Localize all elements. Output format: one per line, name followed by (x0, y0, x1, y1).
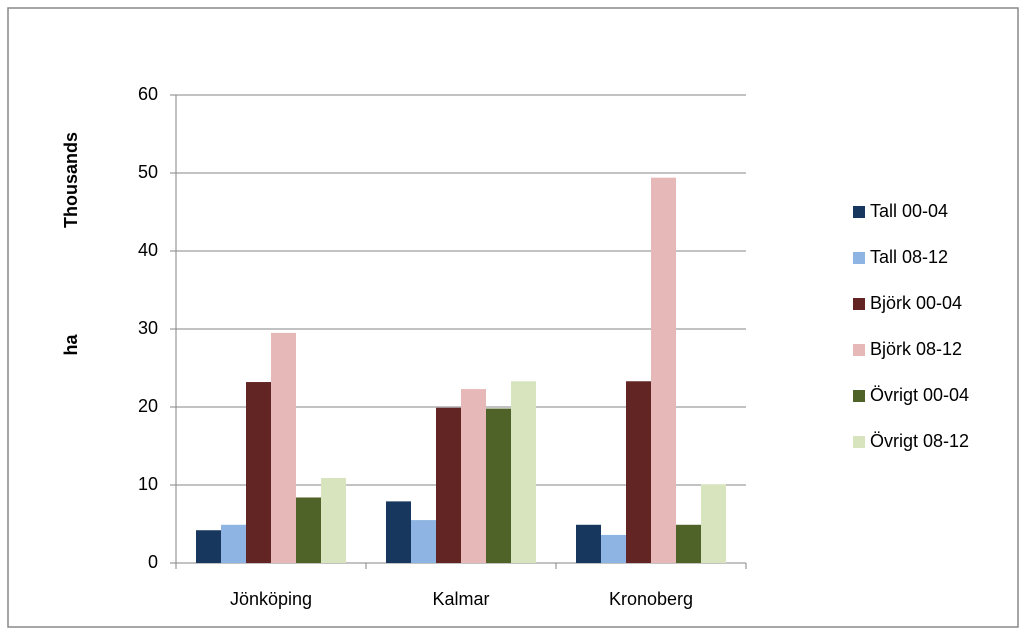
display-units-label: Thousands (61, 132, 81, 228)
y-tick-label: 0 (148, 552, 158, 572)
legend-swatch (853, 344, 865, 356)
bar (511, 381, 536, 563)
legend-label: Övrigt 08-12 (870, 431, 969, 451)
legend-label: Björk 00-04 (870, 293, 962, 313)
legend-label: Björk 08-12 (870, 339, 962, 359)
bar (411, 520, 436, 563)
bar (321, 477, 346, 563)
bar (626, 381, 651, 563)
bar (386, 501, 411, 563)
legend-swatch (853, 436, 865, 448)
bar (271, 332, 296, 563)
y-tick-label: 20 (138, 396, 158, 416)
bar (461, 389, 486, 563)
bar (196, 530, 221, 563)
bar (436, 407, 461, 563)
bar (601, 534, 626, 563)
bar (576, 524, 601, 563)
legend-swatch (853, 206, 865, 218)
bar (221, 524, 246, 563)
bar (651, 177, 676, 563)
y-tick-label: 40 (138, 240, 158, 260)
legend-swatch (853, 252, 865, 264)
legend-label: Tall 08-12 (870, 247, 948, 267)
legend-label: Tall 00-04 (870, 201, 948, 221)
legend-swatch (853, 390, 865, 402)
legend-label: Övrigt 00-04 (870, 385, 969, 405)
bar (676, 524, 701, 563)
bar (486, 408, 511, 563)
bar (296, 497, 321, 563)
x-tick-label: Jönköping (230, 589, 312, 609)
legend-swatch (853, 298, 865, 310)
x-tick-label: Kalmar (432, 589, 489, 609)
y-tick-label: 10 (138, 474, 158, 494)
y-tick-label: 30 (138, 318, 158, 338)
bar (701, 484, 726, 563)
y-tick-label: 50 (138, 162, 158, 182)
y-axis-label: ha (61, 334, 81, 356)
y-tick-label: 60 (138, 84, 158, 104)
x-tick-label: Kronoberg (609, 589, 693, 609)
bar (246, 382, 271, 563)
